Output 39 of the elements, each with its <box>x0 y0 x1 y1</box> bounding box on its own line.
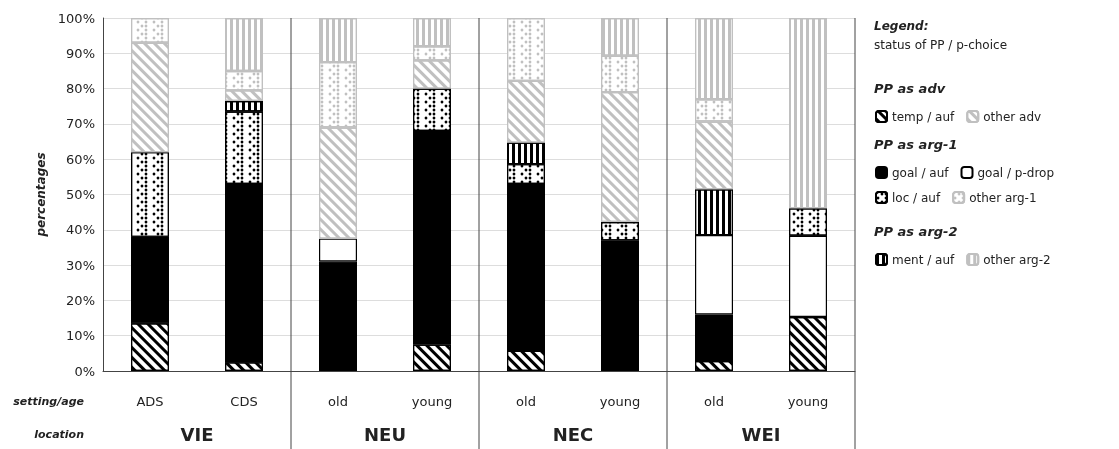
y-tick-label: 60% <box>66 151 95 167</box>
legend-label: other arg-1 <box>969 190 1037 205</box>
legend-label: goal / auf <box>892 165 950 180</box>
text: PP as arg-1 <box>874 137 958 152</box>
legend-label: ment / auf <box>892 252 956 267</box>
x-tick-label: old <box>328 394 348 409</box>
text: WEI <box>741 423 781 445</box>
x-tick-label: young <box>599 394 641 409</box>
legend-label: other arg-2 <box>983 252 1051 267</box>
text: setting/age <box>13 395 85 408</box>
y-tick-label: 0% <box>74 363 95 379</box>
legend-label: temp / auf <box>892 109 956 124</box>
text: PP as arg-2 <box>874 224 958 239</box>
y-tick-label: 20% <box>66 292 95 308</box>
y-tick-label: 70% <box>66 116 95 132</box>
x-tick-label: old <box>704 394 724 409</box>
text: NEC <box>552 423 594 445</box>
y-tick-label: 30% <box>66 257 95 273</box>
legend-label: goal / p-drop <box>977 165 1055 180</box>
y-tick-label: 50% <box>66 187 95 202</box>
x-tick-label: CDS <box>230 394 258 409</box>
text: status of PP / p-choice <box>874 38 1008 52</box>
y-tick-label: 10% <box>66 328 95 344</box>
text: PP as adv <box>874 81 946 96</box>
legend-title: Legend: <box>874 19 929 33</box>
y-tick-label: 90% <box>66 45 95 61</box>
x-tick-label: old <box>516 394 536 409</box>
text: VIE <box>180 423 214 445</box>
y-tick-label: 100% <box>57 10 95 26</box>
legend-label: loc / auf <box>892 190 941 205</box>
x-tick-label: young <box>787 394 829 409</box>
y-axis-title: percentages <box>33 152 48 238</box>
text: NEU <box>364 423 406 445</box>
x-tick-label: young <box>411 394 453 409</box>
y-tick-label: 80% <box>66 81 95 97</box>
text: location <box>34 428 85 441</box>
y-tick-label: 40% <box>66 222 95 238</box>
legend-label: other adv <box>983 109 1042 124</box>
x-tick-label: ADS <box>136 394 164 409</box>
